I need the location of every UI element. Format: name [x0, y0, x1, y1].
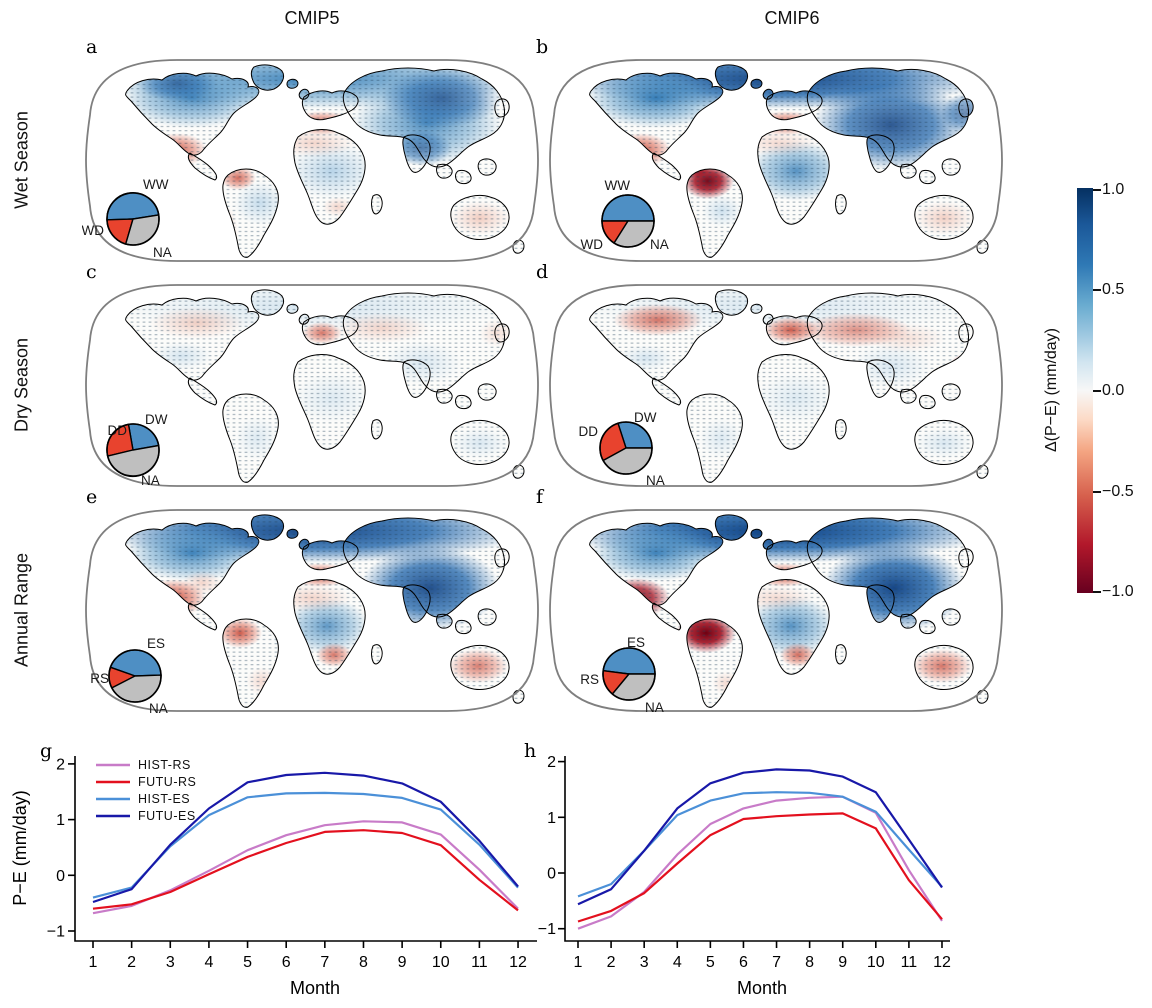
y-tick-label: 0 [547, 866, 556, 883]
legend-item-FUTU-RS: FUTU-RS [96, 775, 196, 789]
colorbar-tick [1093, 289, 1101, 291]
colorbar-tick [1093, 491, 1101, 493]
x-tick-label: 4 [204, 954, 213, 971]
x-tick-label: 12 [509, 954, 527, 971]
legend-item-HIST-ES: HIST-ES [96, 792, 190, 806]
map-panel-b-wet-cmip6: WW WD NA [546, 53, 1006, 268]
column-title-cmip5: CMIP5 [284, 8, 340, 28]
y-tick-label: −1 [47, 924, 65, 941]
x-tick-label: 11 [471, 954, 488, 971]
panel-letter-b: b [536, 36, 549, 58]
x-tick-label: 6 [739, 954, 748, 971]
world-map-a [85, 59, 539, 262]
y-tick-label: 1 [56, 812, 65, 829]
map-panel-d-dry-cmip6: DW DD NA [546, 278, 1006, 493]
x-tick-label: 1 [574, 954, 583, 971]
world-map-b [549, 59, 1003, 262]
y-axis-label: P−E (mm/day) [10, 790, 30, 906]
svg-text:HIST-ES: HIST-ES [138, 792, 190, 806]
series-FUTU-ES [577, 768, 943, 906]
x-tick-label: 5 [706, 954, 715, 971]
y-tick-label: 2 [547, 754, 556, 771]
column-title-cmip6: CMIP6 [764, 8, 820, 28]
x-tick-label: 7 [320, 954, 329, 971]
x-tick-label: 9 [398, 954, 407, 971]
world-map-e [85, 509, 539, 712]
x-tick-label: 3 [166, 954, 175, 971]
svg-text:HIST-RS: HIST-RS [138, 758, 191, 772]
legend-item-HIST-RS: HIST-RS [96, 758, 191, 772]
colorbar-tick [1093, 390, 1101, 392]
map-panel-c-dry-cmip5: DW DD NA [82, 278, 542, 493]
x-tick-label: 12 [933, 954, 951, 971]
x-tick-label: 8 [359, 954, 368, 971]
x-tick-label: 6 [282, 954, 291, 971]
colorbar [1077, 188, 1093, 593]
colorbar-tick [1093, 189, 1101, 191]
world-map-f [549, 509, 1003, 712]
world-map-c [85, 284, 539, 487]
x-tick-label: 11 [901, 954, 918, 971]
x-tick-label: 1 [89, 954, 98, 971]
map-panel-f-annual-cmip6: ES RS NA [546, 503, 1006, 718]
colorbar-axis-label: Δ(P−E) (mm/day) [1043, 327, 1060, 453]
map-panel-a-wet-cmip5: WW WD NA [82, 53, 542, 268]
colorbar-tick-label: 1.0 [1102, 181, 1125, 198]
series-HIST-RS [92, 820, 519, 915]
row-label-dry-season: Dry Season [11, 337, 32, 433]
axes [74, 756, 537, 942]
row-label-annual-range: Annual Range [11, 552, 32, 668]
x-tick-label: 10 [432, 954, 450, 971]
panel-letter-e: e [86, 486, 98, 508]
series-FUTU-RS [92, 829, 519, 912]
legend-item-FUTU-ES: FUTU-ES [96, 809, 196, 823]
x-tick-label: 4 [673, 954, 682, 971]
y-tick-label: 0 [56, 868, 65, 885]
panel-letter-h: h [524, 740, 537, 762]
colorbar-tick-label: 0.0 [1102, 382, 1125, 399]
x-tick-label: 2 [127, 954, 136, 971]
x-axis-label: Month [290, 978, 340, 998]
x-tick-label: 2 [607, 954, 616, 971]
panel-letter-d: d [536, 261, 549, 283]
y-tick-label: −1 [538, 921, 556, 938]
map-panel-e-annual-cmip5: ES RS NA [82, 503, 542, 718]
series-FUTU-ES [92, 771, 519, 904]
svg-text:FUTU-ES: FUTU-ES [138, 809, 196, 823]
panel-letter-c: c [86, 261, 97, 283]
panel-letter-g: g [40, 740, 53, 762]
y-tick-label: 2 [56, 756, 65, 773]
colorbar-tick-label: −0.5 [1102, 483, 1134, 500]
series-FUTU-RS [577, 812, 943, 923]
svg-text:FUTU-RS: FUTU-RS [138, 775, 196, 789]
x-tick-label: 9 [838, 954, 847, 971]
colorbar-tick [1093, 591, 1101, 593]
x-tick-label: 7 [772, 954, 781, 971]
world-map-d [549, 284, 1003, 487]
panel-letter-a: a [86, 36, 98, 58]
y-tick-label: 1 [547, 810, 556, 827]
x-axis-label: Month [737, 978, 787, 998]
axes [564, 756, 950, 942]
row-label-wet-season: Wet Season [11, 111, 32, 209]
colorbar-tick-label: −1.0 [1102, 583, 1134, 600]
panel-letter-f: f [536, 486, 544, 508]
colorbar-tick-label: 0.5 [1102, 281, 1125, 298]
x-tick-label: 10 [867, 954, 885, 971]
x-tick-label: 8 [805, 954, 814, 971]
x-tick-label: 5 [243, 954, 252, 971]
x-tick-label: 3 [640, 954, 649, 971]
